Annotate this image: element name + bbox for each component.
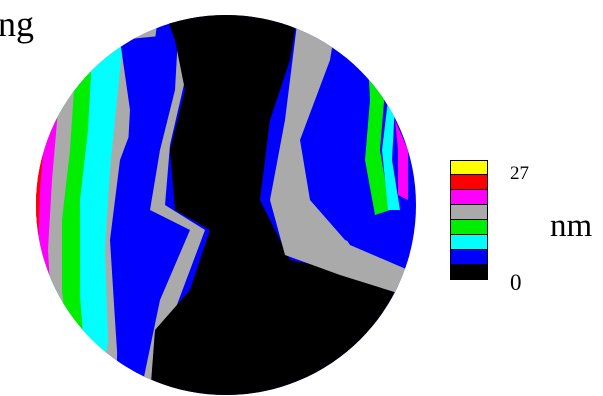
scale-swatch-green <box>450 220 488 235</box>
scale-swatch-yellow <box>450 160 488 175</box>
unit-label: nm <box>550 208 593 244</box>
scale-swatch-cyan <box>450 235 488 250</box>
color-scale-bar <box>450 160 488 280</box>
title-fragment: ng <box>0 4 34 44</box>
band-blue-right <box>320 15 416 275</box>
scale-swatch-magenta <box>450 190 488 205</box>
band-cyan-inner <box>80 20 125 395</box>
scale-min-label: 0 <box>510 270 522 295</box>
band-gray-right <box>270 15 416 300</box>
region-black-center <box>150 15 416 395</box>
scale-swatch-black <box>450 265 488 280</box>
scale-swatch-blue <box>450 250 488 265</box>
band-yellow <box>20 165 35 285</box>
band-magenta-right <box>395 120 408 200</box>
scale-swatch-red <box>450 175 488 190</box>
scale-swatch-gray <box>450 205 488 220</box>
scale-max-label: 27 <box>510 163 529 184</box>
